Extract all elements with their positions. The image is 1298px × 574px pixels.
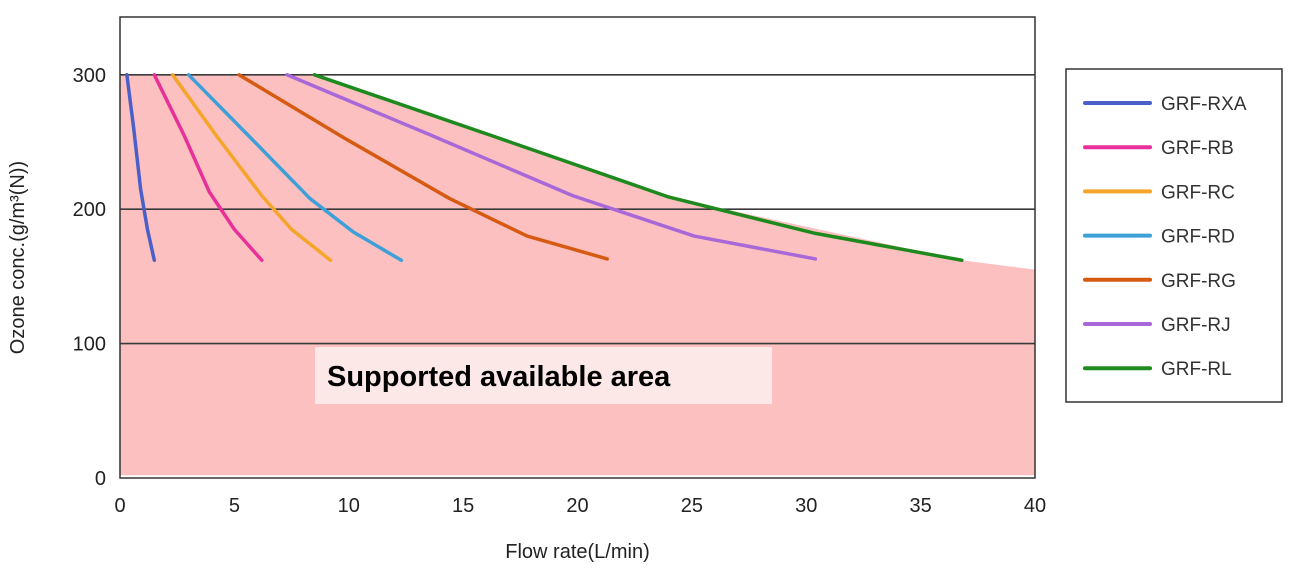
series-line-grf-rb bbox=[152, 73, 264, 263]
series-line-grf-rg bbox=[237, 73, 609, 261]
y-tick-label: 200 bbox=[73, 199, 106, 221]
y-tick-label: 100 bbox=[73, 334, 106, 356]
y-tick-labels: 0 100 200 300 bbox=[73, 65, 106, 490]
y-tick-label: 300 bbox=[73, 65, 106, 87]
x-tick-label: 35 bbox=[910, 495, 932, 517]
annotation-background bbox=[315, 347, 772, 404]
y-tick-label: 0 bbox=[95, 468, 106, 490]
y-axis-label: Ozone conc.(g/m³(N)) bbox=[7, 161, 29, 354]
x-axis-label: Flow rate(L/min) bbox=[505, 541, 649, 563]
plot-frame bbox=[119, 16, 1036, 479]
x-tick-label: 40 bbox=[1024, 495, 1046, 517]
supported-area-label: Supported available area bbox=[327, 361, 671, 393]
x-tick-label: 20 bbox=[566, 495, 588, 517]
series-line-grf-rj bbox=[285, 73, 818, 261]
x-tick-label: 5 bbox=[229, 495, 240, 517]
supported-area-layer bbox=[120, 74, 1035, 476]
series-line-grf-rd bbox=[186, 73, 404, 263]
legend-label-grf-rd: GRF-RD bbox=[1161, 227, 1235, 248]
x-tick-labels: 0 5 10 15 20 25 30 35 40 bbox=[114, 495, 1046, 517]
x-tick-label: 10 bbox=[338, 495, 360, 517]
x-tick-label: 0 bbox=[114, 495, 125, 517]
legend-label-grf-rl: GRF-RL bbox=[1161, 359, 1232, 380]
x-tick-label: 15 bbox=[452, 495, 474, 517]
series-line-grf-rxa bbox=[125, 73, 157, 263]
legend-label-grf-rj: GRF-RJ bbox=[1161, 315, 1231, 336]
series-line-grf-rl bbox=[312, 73, 964, 263]
x-tick-label: 30 bbox=[795, 495, 817, 517]
legend: GRF-RXA GRF-RB GRF-RC GRF-RD GRF-RG GRF-RJ GRF… bbox=[1065, 68, 1283, 403]
legend-label-grf-rc: GRF-RC bbox=[1161, 182, 1235, 203]
legend-label-grf-rb: GRF-RB bbox=[1161, 138, 1234, 159]
series-layer bbox=[125, 73, 964, 263]
legend-label-grf-rg: GRF-RG bbox=[1161, 271, 1236, 292]
legend-label-grf-rxa: GRF-RXA bbox=[1161, 94, 1247, 115]
series-line-grf-rc bbox=[170, 73, 333, 263]
supported-area-region bbox=[120, 74, 1035, 476]
x-tick-label: 25 bbox=[681, 495, 703, 517]
